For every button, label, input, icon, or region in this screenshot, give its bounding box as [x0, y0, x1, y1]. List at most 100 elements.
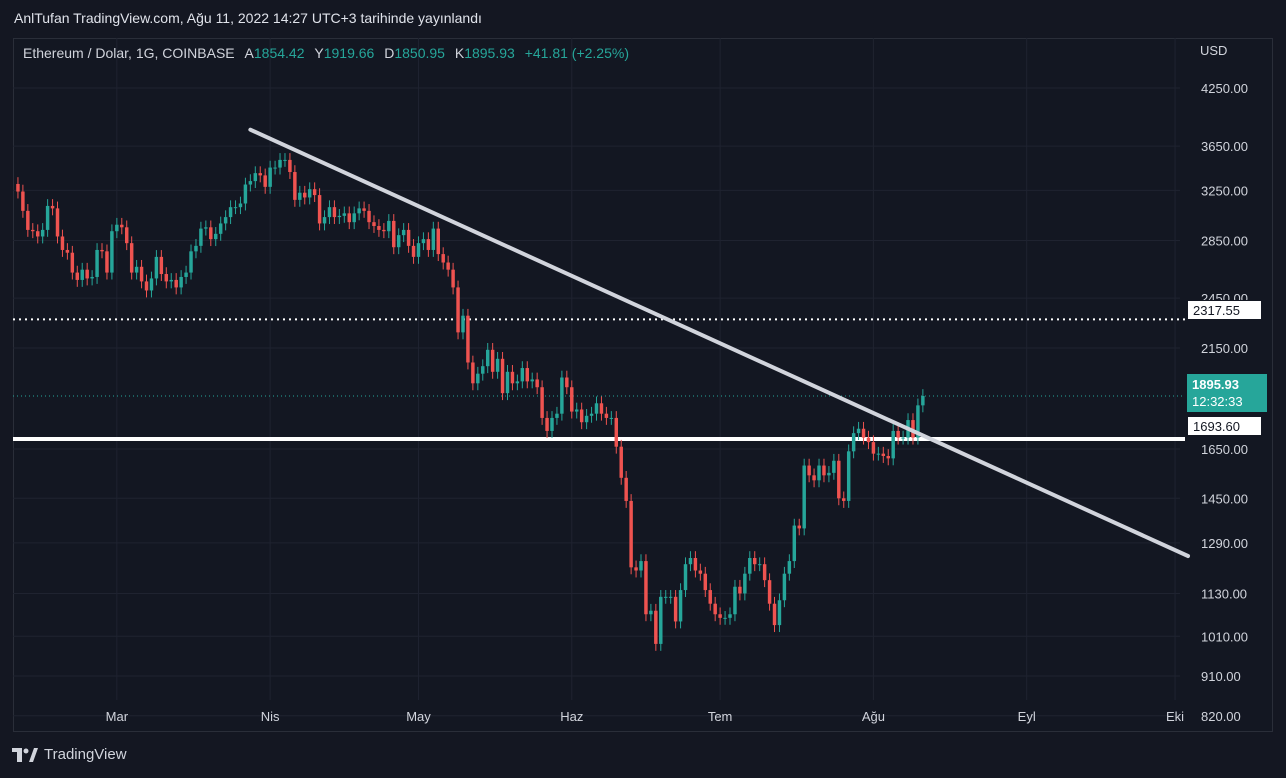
candle-body [579, 409, 584, 423]
candle-body [110, 231, 114, 273]
candle-body [896, 430, 900, 438]
candle-body [416, 243, 421, 257]
candle-body [476, 373, 480, 384]
candle-body [471, 362, 475, 384]
chart-panel[interactable] [13, 38, 1273, 732]
candle-body [777, 600, 782, 626]
candle-body [411, 245, 416, 257]
x-tick-label: May [406, 709, 431, 724]
time-axis[interactable]: Mar Nis May Haz Tem Ağu Eyl Eki [106, 709, 1185, 724]
candle-body [733, 586, 737, 615]
resistance-price: 2317.55 [1193, 303, 1240, 318]
candle-body [95, 249, 99, 277]
trendline-group[interactable] [248, 127, 1190, 558]
y-tick-label: 1650.00 [1201, 442, 1248, 457]
candle-body [634, 567, 638, 571]
candle-body [708, 590, 712, 604]
high-label: Y [314, 45, 324, 61]
candle-body [406, 229, 411, 246]
grid-lines [13, 38, 1180, 717]
candle-body [45, 205, 50, 230]
candle-body [619, 446, 623, 478]
candle-body [228, 207, 233, 218]
candle-body [723, 617, 727, 619]
candles [16, 153, 925, 651]
candle-body [570, 387, 574, 412]
symbol-name[interactable]: Ethereum / Dolar, 1G, COINBASE [23, 45, 235, 61]
candle-body [26, 210, 30, 230]
candle-body [214, 233, 218, 240]
candle-body [609, 417, 614, 419]
close-label: K [454, 45, 465, 61]
candle-body [797, 525, 801, 529]
candle-body [693, 557, 698, 571]
price-axis[interactable]: 4250.003650.003250.002850.002450.002150.… [1201, 81, 1248, 724]
candle-body [149, 278, 154, 291]
currency-label[interactable]: USD [1200, 43, 1228, 58]
candle-body [303, 192, 307, 198]
tradingview-logo-icon [12, 747, 38, 762]
candle-body [317, 195, 322, 224]
candle-body [599, 403, 604, 414]
candle-body [461, 315, 465, 333]
candle-body [802, 465, 806, 529]
candle-body [837, 460, 841, 499]
candle-body [446, 262, 450, 270]
candle-body [817, 465, 821, 481]
candle-body [357, 208, 361, 214]
candle-body [129, 243, 134, 273]
candle-body [678, 590, 683, 622]
candle-body [718, 614, 722, 618]
candle-body [485, 349, 490, 367]
publish-title: AnlTufan TradingView.com, Ağu 11, 2022 1… [14, 10, 482, 26]
candle-body [481, 366, 485, 374]
low-label: D [384, 45, 395, 61]
candle-body [861, 428, 866, 438]
x-tick-label: Mar [106, 709, 129, 724]
y-tick-label: 1130.00 [1201, 586, 1247, 601]
y-tick-label: 1290.00 [1201, 536, 1248, 551]
candle-body [812, 475, 816, 481]
candle-body [263, 175, 267, 187]
candle-body [436, 228, 440, 255]
candle-body [60, 236, 65, 250]
y-tick-label: 1010.00 [1201, 629, 1248, 644]
candle-body [21, 191, 25, 211]
candle-body [312, 189, 317, 196]
candle-body [50, 205, 55, 209]
candle-body [490, 349, 495, 372]
candle-body [604, 413, 609, 418]
candle-body [387, 220, 391, 232]
candle-body [347, 213, 351, 223]
candle-body [431, 228, 436, 250]
support-price-tag: 1693.60 [1187, 416, 1262, 436]
candle-body [748, 557, 752, 574]
candle-body [525, 368, 530, 382]
candle-body [342, 213, 347, 216]
candle-body [189, 251, 193, 273]
candle-body [80, 269, 84, 280]
candle-body [555, 413, 559, 418]
publish-header: AnlTufan TradingView.com, Ağu 11, 2022 1… [0, 0, 1286, 38]
horizontal-lines [13, 318, 1185, 442]
candle-body [120, 224, 124, 228]
candle-body [75, 272, 80, 280]
candle-body [827, 472, 831, 476]
candle-body [876, 453, 881, 455]
x-tick-label: Eyl [1018, 709, 1036, 724]
tradingview-footer[interactable]: TradingView [12, 746, 127, 763]
candle-body [115, 224, 119, 232]
y-tick-label: 2150.00 [1201, 341, 1248, 356]
candle-body [856, 428, 861, 434]
candle-body [753, 557, 757, 565]
candle-body [164, 274, 169, 282]
candle-body [565, 377, 569, 388]
candle-body [505, 371, 510, 394]
candle-body [451, 269, 455, 288]
trendline [248, 127, 1190, 558]
candle-body [589, 413, 594, 416]
y-tick-label: 3650.00 [1201, 139, 1248, 154]
candle-body [248, 181, 253, 185]
candle-body [738, 586, 742, 594]
